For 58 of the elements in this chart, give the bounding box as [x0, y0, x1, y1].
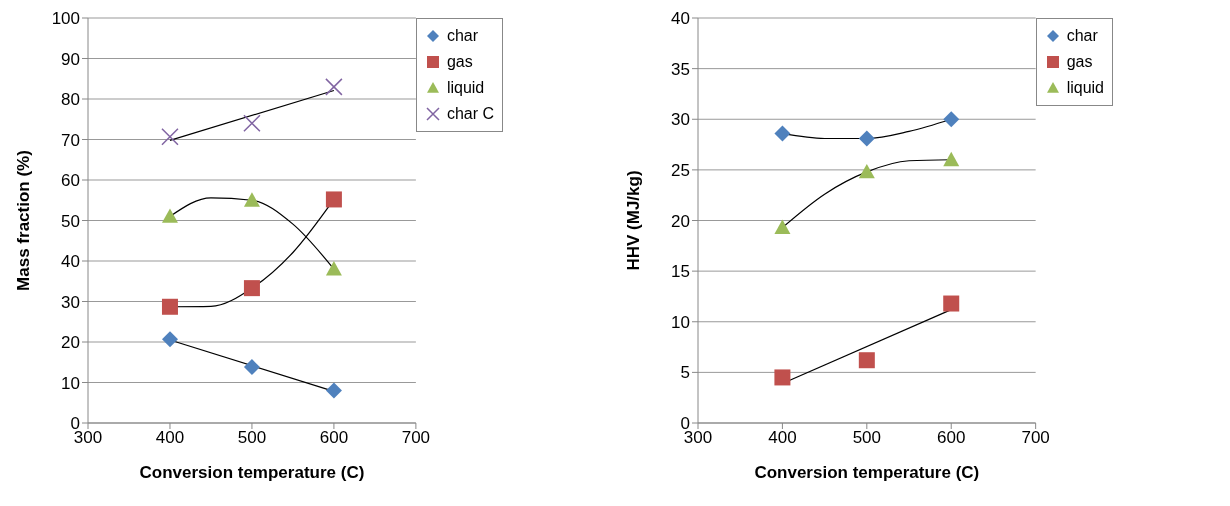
point	[858, 163, 875, 179]
x-axis-title: Conversion temperature (C)	[139, 463, 365, 482]
point	[243, 280, 260, 297]
point	[161, 331, 178, 348]
y-tick-label: 60	[61, 171, 80, 191]
point	[161, 127, 179, 146]
legend-label: char	[1066, 27, 1098, 45]
point	[774, 125, 791, 142]
y-tick-label: 35	[671, 59, 690, 79]
x-tick-label: 500	[237, 428, 267, 448]
y-tick-label: 30	[671, 110, 690, 130]
x-tick-label: 700	[1021, 428, 1050, 448]
legend-label: gas	[1066, 53, 1093, 71]
point	[774, 369, 791, 386]
legend-label: gas	[446, 53, 473, 71]
y-tick-label: 10	[61, 373, 80, 393]
point	[325, 261, 342, 276]
point	[943, 151, 960, 167]
legend-label: liquid	[1066, 79, 1104, 97]
y-tick-label: 15	[671, 262, 690, 282]
point	[161, 208, 178, 223]
point	[325, 191, 342, 208]
y-tick-label: 40	[61, 252, 80, 272]
point	[943, 111, 960, 128]
x-tick-label: 400	[155, 428, 185, 448]
y-tick-label: 80	[61, 90, 80, 110]
point	[325, 382, 342, 399]
y-tick-label: 40	[671, 9, 690, 29]
point	[161, 298, 178, 315]
y-tick-label: 20	[671, 211, 690, 231]
y-axis-title: HHV (MJ/kg)	[624, 170, 644, 271]
x-axis-title: Conversion temperature (C)	[754, 463, 980, 482]
y-axis-title: Mass fraction (%)	[14, 150, 34, 291]
y-tick-label: 100	[51, 9, 80, 29]
point	[774, 219, 791, 234]
y-tick-label: 10	[671, 312, 690, 332]
point	[243, 359, 260, 376]
x-tick-label: 600	[937, 428, 966, 448]
point	[858, 352, 875, 369]
x-tick-label: 500	[852, 428, 882, 448]
point	[858, 130, 875, 147]
point	[243, 114, 261, 133]
point	[943, 295, 960, 312]
x-tick-label: 600	[319, 428, 349, 448]
y-tick-label: 20	[61, 333, 80, 353]
legend-label: liquid	[446, 79, 485, 97]
y-tick-label: 30	[61, 292, 80, 312]
point	[243, 192, 260, 207]
y-tick-label: 5	[680, 363, 690, 383]
legend-label: char	[446, 27, 478, 45]
x-tick-label: 700	[401, 428, 431, 448]
legend-label: char C	[446, 105, 494, 123]
y-tick-label: 50	[61, 211, 80, 231]
point	[325, 78, 343, 96]
y-tick-label: 70	[61, 130, 80, 150]
y-tick-label: 25	[671, 160, 690, 180]
y-tick-label: 90	[61, 49, 80, 69]
x-tick-label: 400	[768, 428, 797, 448]
